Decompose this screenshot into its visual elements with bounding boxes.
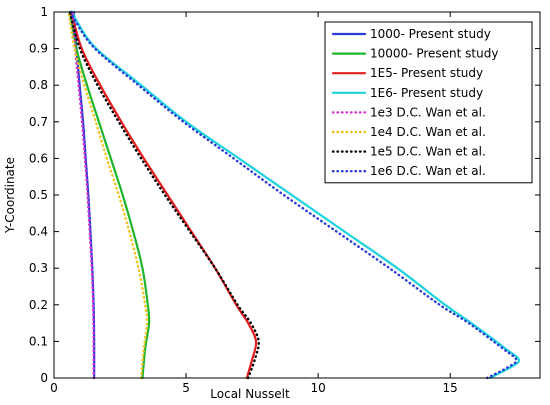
legend: 1000- Present study 10000- Present study 1… bbox=[324, 21, 533, 184]
y-tick-label: 0.1 bbox=[29, 334, 48, 348]
x-tick-label: 0 bbox=[50, 381, 58, 395]
legend-label: 1E5- Present study bbox=[370, 66, 483, 80]
legend-box bbox=[324, 21, 533, 184]
legend-label: 1e4 D.C. Wan et al. bbox=[370, 125, 486, 139]
series-layer bbox=[67, 10, 521, 380]
legend-label: 1e6 D.C. Wan et al. bbox=[370, 164, 486, 178]
series-line-1e6-present-study bbox=[71, 10, 521, 380]
series-line-1e3-d-c-wan-et-al bbox=[71, 10, 95, 380]
x-axis-label: Local Nusselt bbox=[210, 387, 290, 401]
series-line-10000-present-study bbox=[68, 10, 151, 380]
y-tick-label: 0.5 bbox=[29, 188, 48, 202]
series-line-1e4-d-c-wan-et-al bbox=[67, 10, 149, 380]
legend-label: 1E6- Present study bbox=[370, 86, 483, 100]
y-tick-label: 0.3 bbox=[29, 261, 48, 275]
x-tick-label: 5 bbox=[182, 381, 190, 395]
y-tick-label: 0.8 bbox=[29, 78, 48, 92]
series-line-1e5-d-c-wan-et-al bbox=[68, 10, 260, 380]
y-tick-label: 0 bbox=[40, 371, 48, 385]
y-tick-label: 0.4 bbox=[29, 225, 48, 239]
x-tick-label: 10 bbox=[310, 381, 325, 395]
legend-label: 1000- Present study bbox=[370, 27, 491, 41]
legend-label: 1e3 D.C. Wan et al. bbox=[370, 105, 486, 119]
y-tick-label: 0.2 bbox=[29, 298, 48, 312]
y-tick-label: 1 bbox=[40, 5, 48, 19]
tick-layer: 0 5 10 15 0 0.1 0.2 0.3 0.4 0.5 0.6 0.7 0.8 0.9 1 bbox=[29, 5, 540, 395]
y-tick-label: 0.9 bbox=[29, 42, 48, 56]
y-axis-label: Y-Coordinate bbox=[3, 157, 17, 234]
legend-label: 1e5 D.C. Wan et al. bbox=[370, 145, 486, 159]
series-line-1e5-present-study bbox=[70, 10, 258, 380]
series-line-1e6-d-c-wan-et-al bbox=[69, 10, 518, 380]
y-tick-label: 0.6 bbox=[29, 151, 48, 165]
y-tick-label: 0.7 bbox=[29, 115, 48, 129]
legend-label: 10000- Present study bbox=[370, 47, 498, 61]
x-tick-label: 15 bbox=[443, 381, 458, 395]
